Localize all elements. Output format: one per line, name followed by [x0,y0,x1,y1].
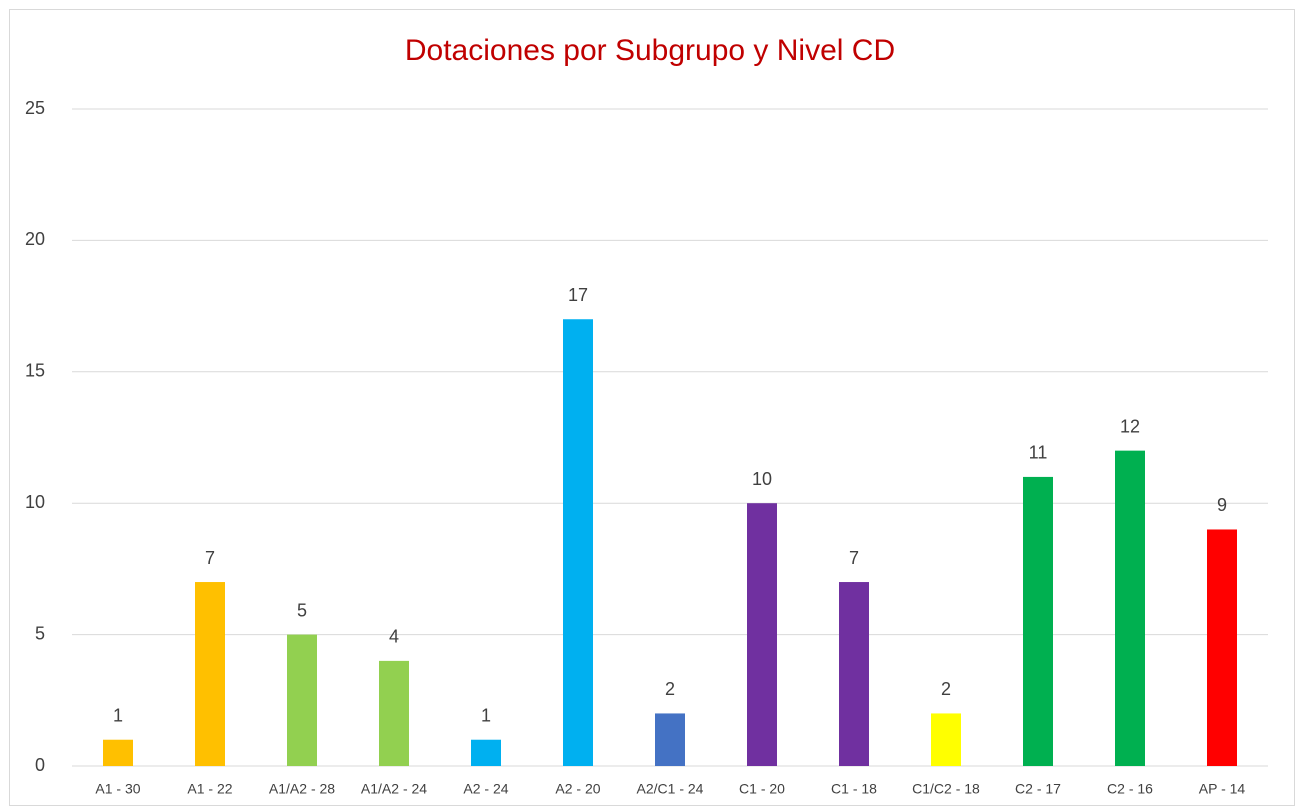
bar [747,503,777,766]
x-tick-label: AP - 14 [1199,781,1246,797]
bar [1115,450,1145,766]
y-tick-label: 25 [25,98,45,118]
data-label: 7 [849,548,859,568]
data-label: 11 [1029,443,1048,463]
data-label: 4 [389,627,399,647]
bar [379,660,409,766]
data-label: 2 [665,679,675,699]
x-tick-label: A2 - 24 [463,781,508,797]
x-tick-label: A2/C1 - 24 [637,781,704,797]
data-label: 9 [1217,495,1227,515]
data-label: 7 [205,548,215,568]
y-tick-label: 15 [25,361,45,381]
bar [655,713,685,766]
data-label: 10 [752,469,772,489]
bar [471,739,501,766]
chart-title: Dotaciones por Subgrupo y Nivel CD [405,34,895,67]
data-label: 17 [568,285,588,305]
x-tick-label: C1/C2 - 18 [912,781,980,797]
bar [287,634,317,766]
x-tick-label: A2 - 20 [555,781,600,797]
x-tick-label: C1 - 18 [831,781,877,797]
y-tick-label: 0 [35,755,45,775]
x-tick-label: A1 - 30 [95,781,140,797]
x-tick-label: A1/A2 - 28 [269,781,335,797]
bar [931,713,961,766]
bar [103,739,133,766]
bar [563,319,593,766]
bar [1207,529,1237,766]
bar [1023,476,1053,766]
data-label: 1 [113,705,123,725]
x-tick-label: C2 - 17 [1015,781,1061,797]
y-tick-label: 20 [25,229,45,249]
bar [839,582,869,766]
data-label: 5 [297,600,307,620]
x-tick-label: A1 - 22 [187,781,232,797]
x-tick-label: C1 - 20 [739,781,785,797]
data-label: 1 [481,705,491,725]
y-tick-label: 5 [35,623,45,643]
y-tick-label: 10 [25,492,45,512]
x-tick-label: C2 - 16 [1107,781,1153,797]
data-label: 2 [941,679,951,699]
data-label: 12 [1120,416,1140,436]
x-tick-label: A1/A2 - 24 [361,781,427,797]
bar [195,582,225,766]
